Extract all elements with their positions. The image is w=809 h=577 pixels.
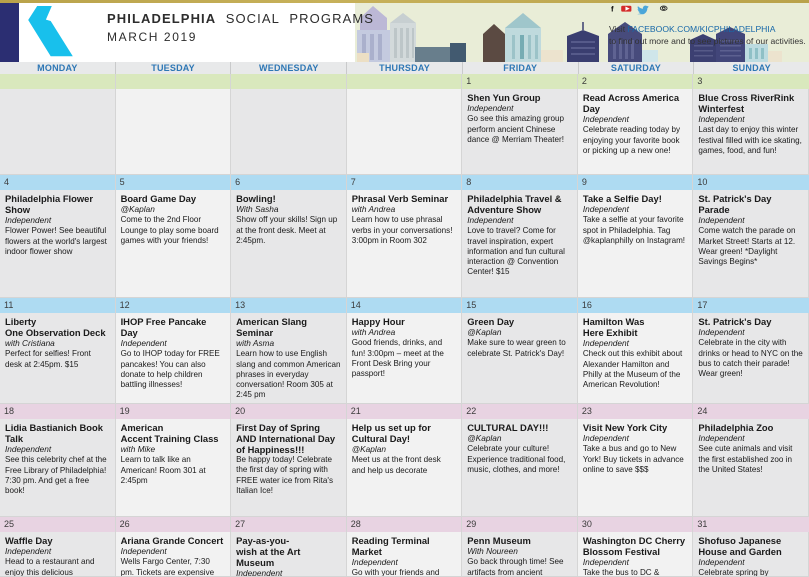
svg-text:f: f bbox=[611, 5, 614, 14]
